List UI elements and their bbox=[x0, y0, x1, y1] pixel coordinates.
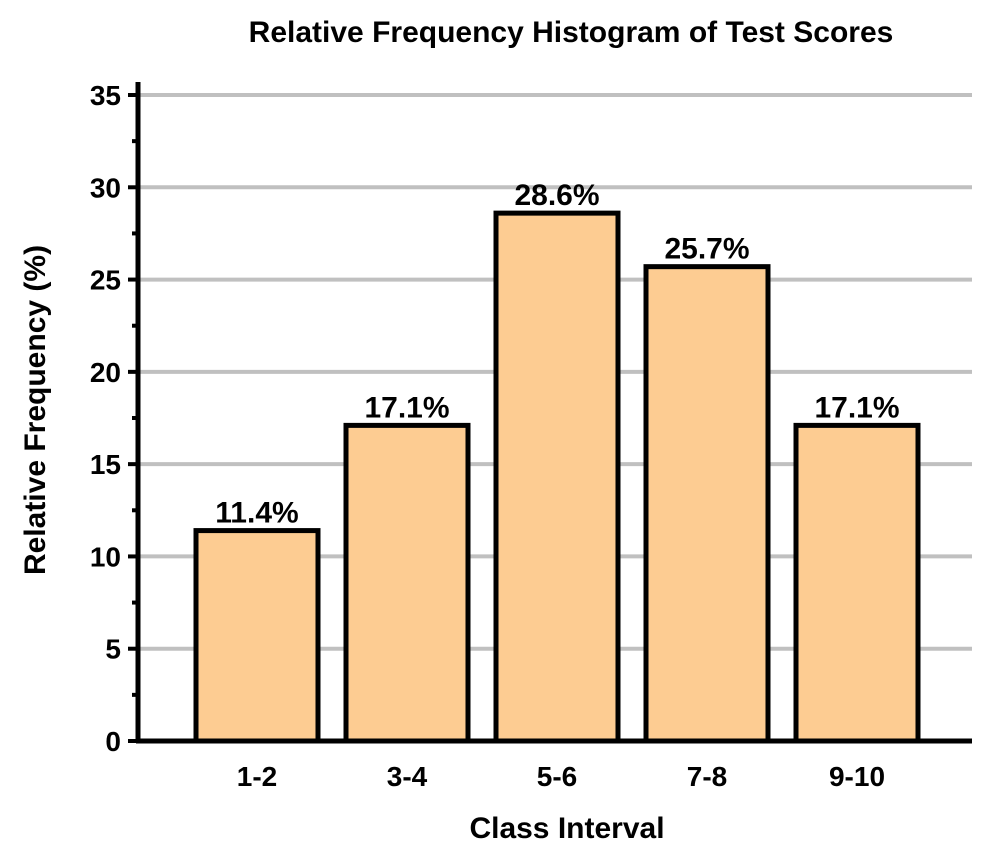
x-tick-label-7-8: 7-8 bbox=[687, 761, 727, 792]
y-tick-label: 30 bbox=[90, 172, 121, 203]
data-labels: 11.4% 17.1% 28.6% 25.7% 17.1% bbox=[215, 179, 899, 529]
x-axis-label: Class Interval bbox=[469, 812, 664, 845]
x-tick-label-9-10: 9-10 bbox=[829, 761, 885, 792]
bars bbox=[193, 210, 921, 744]
bar-1-2 bbox=[193, 528, 321, 744]
chart-title: Relative Frequency Histogram of Test Sco… bbox=[249, 16, 894, 49]
y-tick-label: 35 bbox=[90, 80, 121, 111]
y-tick-label: 20 bbox=[90, 357, 121, 388]
data-label-7-8: 25.7% bbox=[664, 233, 749, 266]
y-axis-label: Relative Frequency (%) bbox=[19, 245, 52, 575]
y-tick-label: 25 bbox=[90, 265, 121, 296]
x-tick-label-5-6: 5-6 bbox=[537, 761, 577, 792]
bar-5-6 bbox=[493, 210, 621, 744]
x-tick-label-3-4: 3-4 bbox=[387, 761, 428, 792]
x-tick-labels: 1-2 3-4 5-6 7-8 9-10 bbox=[237, 761, 885, 792]
data-label-9-10: 17.1% bbox=[814, 391, 899, 424]
y-tick-label: 5 bbox=[105, 634, 121, 665]
bar-9-10 bbox=[793, 422, 921, 744]
data-label-5-6: 28.6% bbox=[514, 179, 599, 212]
y-tick-label: 0 bbox=[105, 726, 121, 757]
y-tick-labels: 0 5 10 15 20 25 30 35 bbox=[90, 80, 121, 757]
bar-3-4 bbox=[343, 422, 471, 744]
axes bbox=[128, 82, 972, 744]
data-label-1-2: 11.4% bbox=[215, 497, 298, 530]
data-label-3-4: 17.1% bbox=[364, 391, 449, 424]
bar-7-8 bbox=[643, 264, 771, 744]
x-tick-label-1-2: 1-2 bbox=[237, 761, 277, 792]
y-tick-label: 15 bbox=[90, 449, 121, 480]
y-tick-label: 10 bbox=[90, 541, 121, 572]
